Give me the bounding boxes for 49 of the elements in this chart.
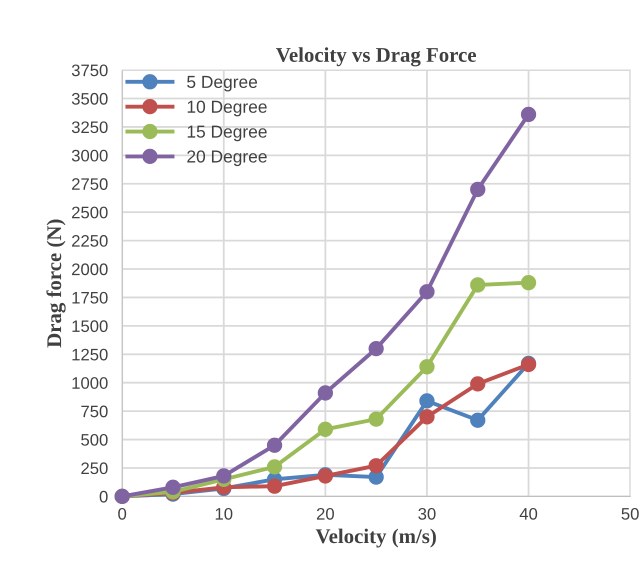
y-tick-label: 1750 bbox=[72, 292, 108, 304]
y-tick-label: 500 bbox=[81, 434, 108, 446]
x-tick-label: 20 bbox=[316, 508, 334, 520]
point bbox=[266, 478, 282, 494]
point bbox=[165, 480, 181, 495]
point bbox=[470, 376, 486, 392]
x-tick-label: 40 bbox=[520, 508, 538, 520]
point bbox=[419, 393, 435, 409]
point bbox=[266, 438, 282, 453]
chart-title: Velocity vs Drag Force bbox=[276, 47, 476, 66]
point bbox=[318, 385, 333, 401]
y-tick-label: 2750 bbox=[72, 178, 108, 190]
point bbox=[318, 422, 333, 437]
y-tick-label: 250 bbox=[81, 462, 108, 474]
y-tick-label: 3500 bbox=[72, 92, 108, 105]
point bbox=[470, 182, 486, 198]
legend-label: 5 Degree bbox=[187, 76, 258, 92]
point bbox=[419, 409, 435, 424]
legend-label: 20 Degree bbox=[187, 150, 267, 166]
y-tick-label: 0 bbox=[100, 490, 108, 503]
point bbox=[419, 284, 435, 300]
point bbox=[520, 106, 536, 122]
y-axis-title: Drag force (N) bbox=[46, 220, 66, 348]
point bbox=[368, 340, 384, 356]
point bbox=[470, 412, 486, 428]
point bbox=[419, 359, 435, 374]
x-axis-title: Velocity (m/s) bbox=[316, 528, 436, 548]
point bbox=[470, 277, 486, 293]
point bbox=[520, 275, 536, 290]
y-tick-label: 1500 bbox=[72, 320, 108, 332]
y-tick-label: 2000 bbox=[72, 263, 108, 276]
y-tick-label: 750 bbox=[81, 406, 108, 418]
legend-label: 10 Degree bbox=[188, 100, 267, 116]
y-tick-label: 1000 bbox=[72, 377, 108, 389]
y-tick-label: 3250 bbox=[72, 121, 108, 134]
point bbox=[216, 468, 232, 484]
legend-label: 15 Degree bbox=[188, 126, 267, 142]
x-tick-label: 10 bbox=[216, 508, 232, 520]
point bbox=[266, 459, 282, 474]
y-tick-label: 1250 bbox=[72, 348, 108, 360]
x-tick-label: 50 bbox=[622, 508, 639, 520]
y-tick-label: 2500 bbox=[72, 206, 108, 218]
point bbox=[368, 411, 384, 427]
x-tick-label: 0 bbox=[118, 508, 126, 520]
y-tick-label: 3750 bbox=[72, 64, 108, 76]
x-tick-label: 30 bbox=[418, 508, 436, 520]
y-tick-label: 3000 bbox=[72, 150, 108, 162]
point bbox=[368, 458, 384, 474]
y-tick-label: 2250 bbox=[72, 235, 108, 247]
